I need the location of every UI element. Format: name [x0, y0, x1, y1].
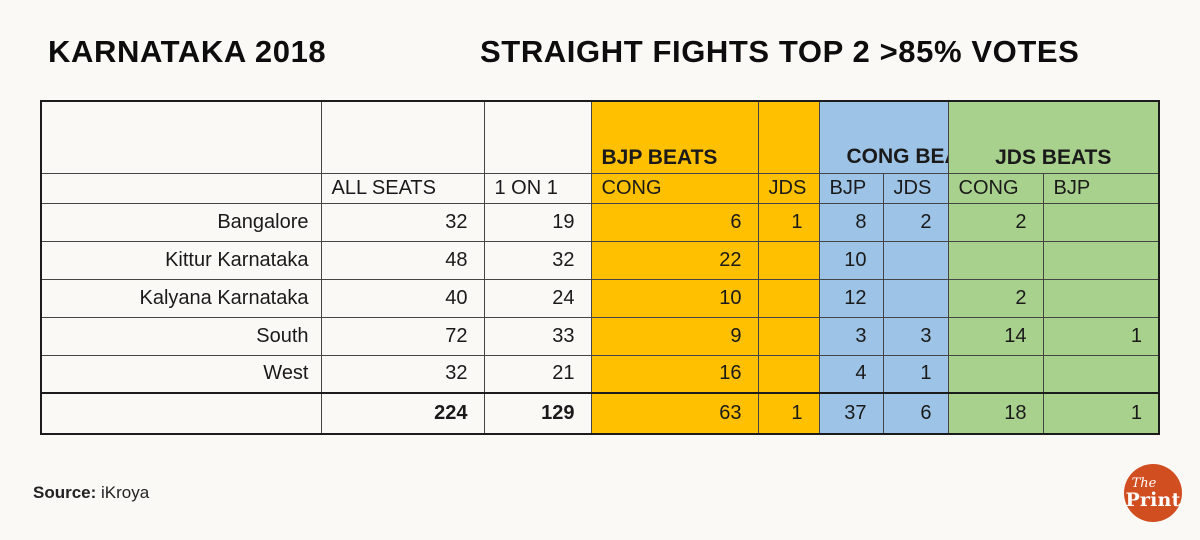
cell-region: West: [40, 354, 322, 394]
cell-all-seats: 32: [320, 202, 485, 242]
empty-header-cell: [320, 100, 485, 174]
cell-total-jds-beats-bjp: 1: [1042, 392, 1160, 435]
cell-total-bjp-beats-jds: 1: [757, 392, 820, 435]
table-row-west: West 32 21 16 4 1: [40, 354, 1160, 394]
cell-all-seats: 48: [320, 240, 485, 280]
cell-region: South: [40, 316, 322, 356]
theprint-logo-print: Print: [1125, 488, 1181, 511]
cell-cong-beats-jds: 3: [882, 316, 949, 356]
col-header-bjp-beats-jds: JDS: [757, 172, 820, 204]
cell-jds-beats-bjp: [1042, 202, 1160, 242]
cell-region: Bangalore: [40, 202, 322, 242]
source-credit: Source: iKroya: [33, 483, 149, 503]
empty-header-cell: [40, 172, 322, 204]
cell-bjp-beats-jds: [757, 278, 820, 318]
col-header-jds-beats-cong: CONG: [947, 172, 1044, 204]
cell-bjp-beats-jds: 1: [757, 202, 820, 242]
results-table: BJP BEATS CONG BEATS JDS BEATS ALL SEATS…: [40, 100, 1160, 435]
cell-bjp-beats-cong: 22: [590, 240, 759, 280]
col-header-cong-beats-jds: JDS: [882, 172, 949, 204]
cell-all-seats: 40: [320, 278, 485, 318]
cell-jds-beats-bjp: [1042, 278, 1160, 318]
cell-bjp-beats-cong: 9: [590, 316, 759, 356]
cell-region: Kalyana Karnataka: [40, 278, 322, 318]
cell-bjp-beats-cong: 10: [590, 278, 759, 318]
group-header-cong-beats-label: CONG BEATS: [846, 145, 948, 169]
cell-jds-beats-cong: [947, 354, 1044, 394]
table-row-kalyana-karnataka: Kalyana Karnataka 40 24 10 12 2: [40, 278, 1160, 318]
cell-jds-beats-bjp: [1042, 354, 1160, 394]
cell-jds-beats-bjp: 1: [1042, 316, 1160, 356]
col-header-jds-beats-bjp: BJP: [1042, 172, 1160, 204]
group-header-bjp-beats: BJP BEATS: [590, 100, 759, 174]
sub-header-row: ALL SEATS 1 ON 1 CONG JDS BJP JDS CONG B…: [40, 172, 1160, 204]
cell-region: Kittur Karnataka: [40, 240, 322, 280]
cell-bjp-beats-jds: [757, 354, 820, 394]
col-header-all-seats: ALL SEATS: [320, 172, 485, 204]
empty-header-cell: [757, 100, 820, 174]
cell-bjp-beats-jds: [757, 240, 820, 280]
col-header-bjp-beats-cong: CONG: [590, 172, 759, 204]
cell-bjp-beats-jds: [757, 316, 820, 356]
theprint-logo-the: The: [1131, 475, 1157, 491]
table-row-totals: 224 129 63 1 37 6 18 1: [40, 392, 1160, 435]
cell-one-on-one: 33: [483, 316, 592, 356]
group-header-row: BJP BEATS CONG BEATS JDS BEATS: [40, 100, 1160, 174]
cell-jds-beats-cong: 2: [947, 278, 1044, 318]
cell-cong-beats-jds: 1: [882, 354, 949, 394]
cell-cong-beats-jds: 2: [882, 202, 949, 242]
table-row-kittur-karnataka: Kittur Karnataka 48 32 22 10: [40, 240, 1160, 280]
cell-total-cong-beats-bjp: 37: [818, 392, 884, 435]
cell-one-on-one: 24: [483, 278, 592, 318]
cell-total-cong-beats-jds: 6: [882, 392, 949, 435]
cell-cong-beats-bjp: 10: [818, 240, 884, 280]
cell-total-bjp-beats-cong: 63: [590, 392, 759, 435]
cell-bjp-beats-cong: 16: [590, 354, 759, 394]
source-value: iKroya: [101, 483, 150, 502]
cell-region: [40, 392, 322, 435]
cell-cong-beats-jds: [882, 278, 949, 318]
cell-cong-beats-bjp: 12: [818, 278, 884, 318]
empty-header-cell: [483, 100, 592, 174]
source-label: Source:: [33, 483, 97, 502]
cell-total-all-seats: 224: [320, 392, 485, 435]
cell-bjp-beats-cong: 6: [590, 202, 759, 242]
cell-jds-beats-cong: [947, 240, 1044, 280]
cell-all-seats: 32: [320, 354, 485, 394]
table-row-bangalore: Bangalore 32 19 6 1 8 2 2: [40, 202, 1160, 242]
cell-jds-beats-cong: 14: [947, 316, 1044, 356]
cell-total-one-on-one: 129: [483, 392, 592, 435]
table-row-south: South 72 33 9 3 3 14 1: [40, 316, 1160, 356]
group-header-cong-beats: CONG BEATS: [818, 100, 949, 174]
col-header-one-on-one: 1 ON 1: [483, 172, 592, 204]
cell-all-seats: 72: [320, 316, 485, 356]
cell-cong-beats-bjp: 8: [818, 202, 884, 242]
empty-header-cell: [40, 100, 322, 174]
cell-cong-beats-bjp: 3: [818, 316, 884, 356]
page-title-subject: STRAIGHT FIGHTS TOP 2 >85% VOTES: [480, 34, 1080, 69]
cell-one-on-one: 32: [483, 240, 592, 280]
page-title-state: KARNATAKA 2018: [48, 34, 327, 69]
theprint-logo: The Print: [1124, 464, 1182, 522]
cell-jds-beats-bjp: [1042, 240, 1160, 280]
cell-total-jds-beats-cong: 18: [947, 392, 1044, 435]
col-header-cong-beats-bjp: BJP: [818, 172, 884, 204]
cell-jds-beats-cong: 2: [947, 202, 1044, 242]
cell-cong-beats-bjp: 4: [818, 354, 884, 394]
cell-one-on-one: 21: [483, 354, 592, 394]
cell-one-on-one: 19: [483, 202, 592, 242]
cell-cong-beats-jds: [882, 240, 949, 280]
group-header-jds-beats: JDS BEATS: [947, 100, 1160, 174]
